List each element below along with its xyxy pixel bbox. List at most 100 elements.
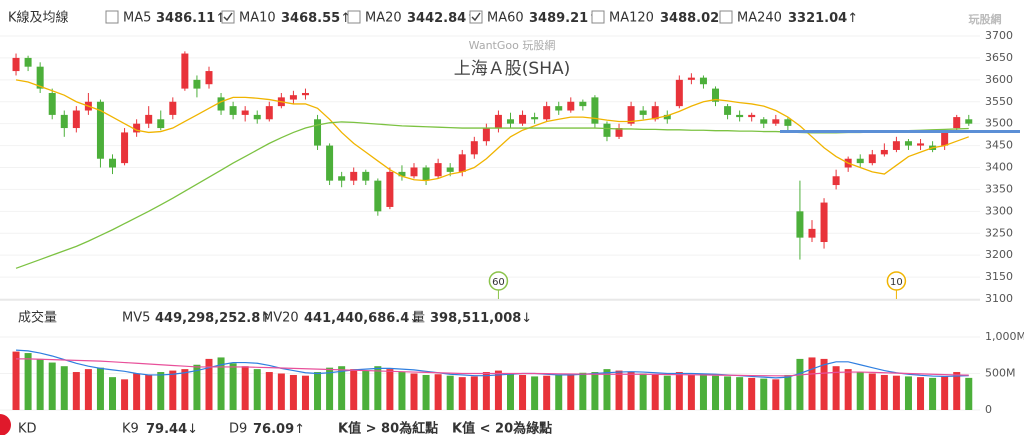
candle-body (555, 106, 563, 111)
ma-checkbox[interactable] (347, 10, 361, 24)
volume-bar (929, 377, 937, 410)
candle-body (121, 132, 129, 164)
ma-name: MA240 (737, 11, 782, 26)
mv-arrow: ↑ (260, 311, 271, 326)
volume-bar (169, 370, 177, 410)
candle-body (784, 119, 792, 126)
candle-body (314, 119, 322, 146)
logo: 玩股網 (969, 12, 1002, 26)
volume-bar (868, 373, 876, 410)
kline-title: K線及均線 (8, 10, 69, 26)
volume-bar (121, 379, 129, 410)
candle-body (133, 123, 141, 133)
volume-bar (386, 369, 394, 410)
volume-bar (434, 374, 442, 410)
volume-bar (627, 372, 635, 410)
candle-body (470, 141, 478, 155)
volume-bar (579, 372, 587, 410)
candle-body (229, 106, 237, 115)
annotation-marker (886, 271, 907, 291)
volume-bar (374, 366, 382, 410)
candle-body (627, 106, 635, 124)
ma-checkbox[interactable] (105, 10, 119, 24)
y-tick-label: 3700 (985, 29, 1013, 42)
annotation-label: 60 (492, 277, 505, 288)
candle-body (241, 110, 249, 115)
candle-body (760, 119, 768, 124)
volume-bar (410, 373, 418, 410)
candle-body (868, 154, 876, 164)
volume-bar (109, 377, 117, 410)
ma-checkbox[interactable] (719, 10, 733, 24)
candle-body (736, 114, 744, 118)
volume-bar (314, 372, 322, 410)
candle-body (796, 211, 804, 238)
candle-body (386, 171, 394, 207)
candle-body (772, 119, 780, 124)
ma-value: 3321.04↑ (788, 11, 858, 26)
candle-body (531, 117, 539, 120)
volume-bar (157, 372, 165, 410)
volume-bar (60, 366, 68, 410)
candle-body (301, 92, 309, 96)
y-tick-label: 1,000M (985, 330, 1024, 343)
volume-bar (265, 372, 273, 410)
ma-arrow: ↑ (340, 11, 351, 26)
candle-body (253, 114, 261, 120)
volume-bar (832, 366, 840, 410)
candle-body (145, 114, 153, 124)
ma-checkbox[interactable] (591, 10, 605, 24)
candle-body (482, 128, 490, 142)
candle-body (567, 101, 575, 111)
volume-bar (326, 367, 334, 410)
mv-line (15, 349, 969, 379)
candle-body (615, 128, 623, 137)
ma-value: 3489.21↑ (529, 11, 599, 26)
candle-body (579, 101, 587, 107)
volume-bar (591, 372, 599, 410)
y-tick-label: 3300 (985, 204, 1013, 217)
candle-body (808, 228, 816, 238)
candle-body (880, 149, 888, 155)
volume-bar (470, 376, 478, 410)
candle-body (832, 176, 840, 186)
candle-body (434, 163, 442, 177)
volume-bar (904, 376, 912, 410)
volume-bar (72, 372, 80, 410)
volume-bar (458, 377, 466, 410)
y-tick-label: 3150 (985, 270, 1013, 283)
volume-bar (338, 366, 346, 410)
volume-bar (277, 373, 285, 410)
y-tick-label: 3650 (985, 51, 1013, 64)
volume-value: 398,511,008↓ (430, 311, 532, 326)
volume-bar (350, 369, 358, 410)
volume-bar (181, 369, 189, 410)
volume-current: 398,511,008 (430, 311, 521, 326)
volume-bar (543, 375, 551, 410)
volume-title: 成交量 (18, 310, 57, 326)
volume-bar (772, 379, 780, 410)
mv-value: 449,298,252.8↑ (155, 311, 271, 326)
ma-arrow: ↑ (215, 11, 226, 26)
ma-name: MA60 (487, 11, 524, 26)
volume-bar (84, 369, 92, 410)
ma-checkbox[interactable] (221, 10, 235, 24)
volume-bar (241, 366, 249, 410)
candle-body (72, 110, 80, 129)
y-tick-label: 3550 (985, 95, 1013, 108)
y-tick-label: 3400 (985, 161, 1013, 174)
volume-bar (24, 353, 32, 410)
ma-current: 3468.55 (281, 11, 340, 26)
volume-bar (880, 374, 888, 410)
mv-name: MV20 (262, 311, 299, 326)
volume-bar (301, 375, 309, 410)
candle-body (157, 119, 165, 129)
volume-bar (699, 373, 707, 410)
ma-checkbox[interactable] (469, 10, 483, 24)
volume-bar (736, 377, 744, 410)
candle-body (48, 92, 56, 115)
ma-name: MA5 (123, 11, 151, 26)
ma-name: MA20 (365, 11, 402, 26)
candle-body (96, 101, 104, 159)
candle-body (904, 141, 912, 146)
